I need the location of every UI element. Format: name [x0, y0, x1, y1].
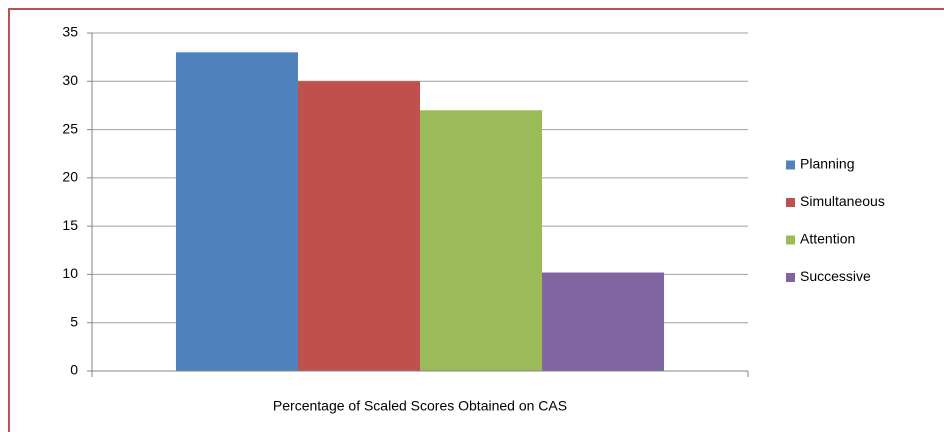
- y-tick-label: 10: [62, 265, 78, 281]
- y-tick-label: 0: [70, 362, 78, 378]
- y-tick-label: 35: [62, 24, 78, 40]
- bar: [420, 110, 543, 371]
- y-tick-label: 30: [62, 72, 78, 88]
- legend-swatch: [786, 198, 795, 207]
- bar: [175, 52, 298, 372]
- y-tick-label: 15: [62, 217, 78, 233]
- legend-label: Planning: [800, 156, 855, 172]
- y-tick-label: 5: [70, 313, 78, 329]
- legend-label: Successive: [800, 268, 871, 284]
- x-tick-label: Percentage of Scaled Scores Obtained on …: [273, 398, 567, 414]
- y-tick-label: 25: [62, 120, 78, 136]
- legend-swatch: [786, 235, 795, 245]
- legend-label: Simultaneous: [800, 193, 885, 209]
- bar: [542, 272, 665, 371]
- legend-swatch: [786, 273, 795, 282]
- legend-swatch: [786, 160, 795, 170]
- legend-label: Attention: [800, 231, 855, 247]
- bar: [297, 81, 420, 372]
- y-tick-label: 20: [62, 169, 78, 185]
